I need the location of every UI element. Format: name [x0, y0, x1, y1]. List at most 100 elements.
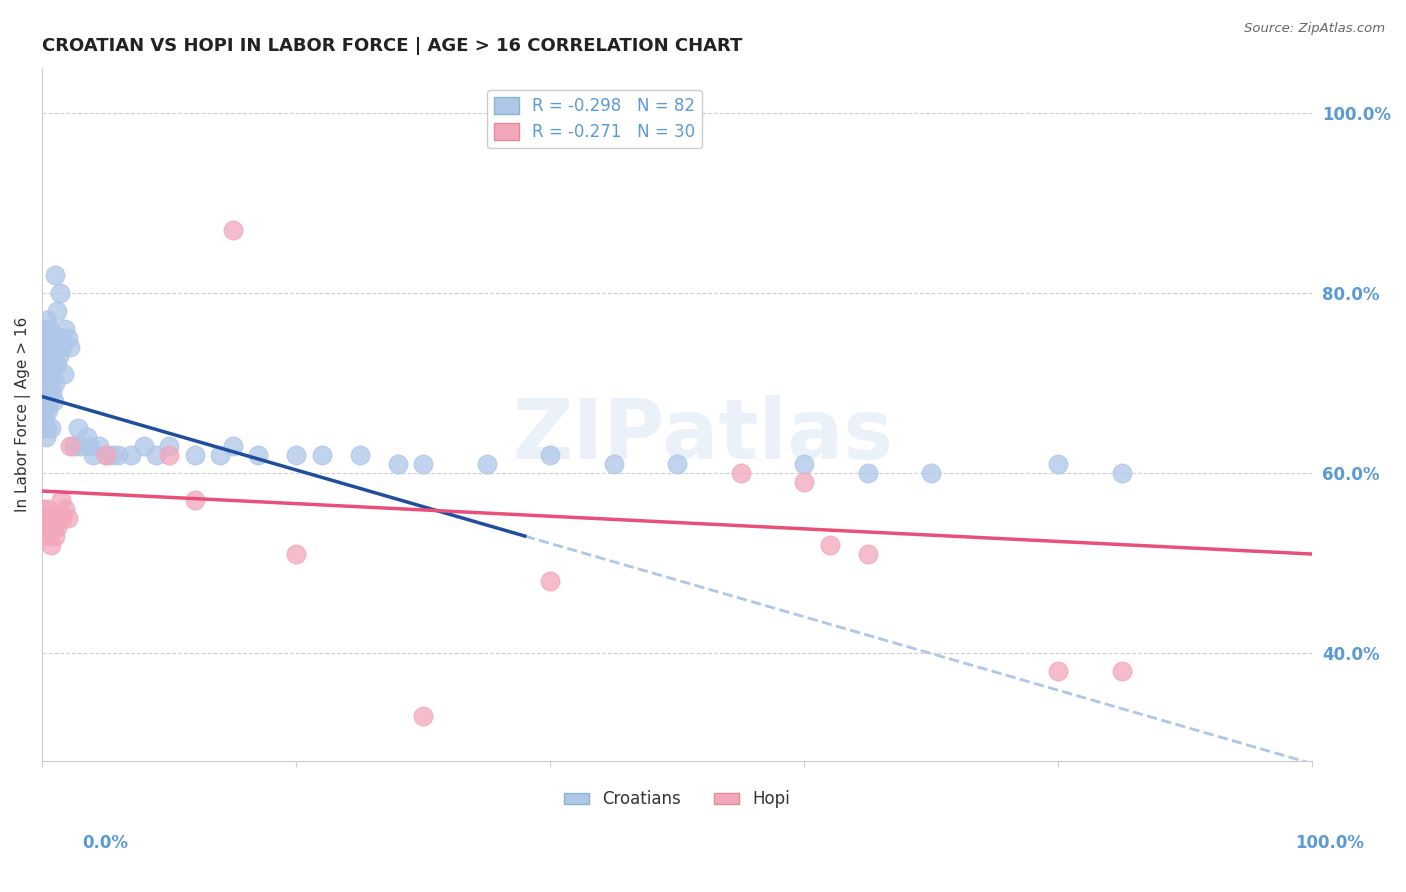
Point: [730, 466, 752, 480]
Point: [856, 547, 879, 561]
Point: [89, 439, 111, 453]
Point: [51, 340, 73, 354]
Point: [39, 367, 62, 381]
Point: [412, 709, 434, 723]
Point: [311, 448, 333, 462]
Point: [37, 529, 59, 543]
Point: [45, 511, 67, 525]
Point: [51, 331, 73, 345]
Point: [37, 502, 59, 516]
Point: [69, 439, 91, 453]
Point: [35, 430, 58, 444]
Point: [37, 358, 59, 372]
Point: [35, 394, 58, 409]
Point: [56, 331, 79, 345]
Point: [41, 384, 63, 399]
Point: [45, 331, 67, 345]
Point: [387, 457, 409, 471]
Point: [48, 349, 70, 363]
Point: [44, 376, 66, 390]
Point: [38, 349, 60, 363]
Point: [132, 439, 155, 453]
Point: [37, 340, 59, 354]
Point: [1047, 457, 1070, 471]
Point: [79, 439, 101, 453]
Point: [157, 439, 180, 453]
Point: [602, 457, 624, 471]
Point: [53, 502, 76, 516]
Point: [37, 421, 59, 435]
Point: [35, 358, 58, 372]
Point: [183, 493, 205, 508]
Point: [35, 376, 58, 390]
Point: [59, 439, 82, 453]
Point: [793, 457, 815, 471]
Point: [41, 511, 63, 525]
Text: 100.0%: 100.0%: [1295, 834, 1365, 852]
Point: [51, 493, 73, 508]
Point: [94, 448, 117, 462]
Point: [285, 547, 308, 561]
Point: [666, 457, 689, 471]
Point: [818, 538, 841, 552]
Point: [38, 520, 60, 534]
Point: [46, 358, 69, 372]
Point: [32, 358, 55, 372]
Point: [37, 403, 59, 417]
Legend: Croatians, Hopi: Croatians, Hopi: [557, 784, 797, 815]
Point: [44, 340, 66, 354]
Point: [285, 448, 308, 462]
Point: [46, 520, 69, 534]
Point: [32, 421, 55, 435]
Point: [56, 511, 79, 525]
Point: [120, 448, 142, 462]
Point: [37, 313, 59, 327]
Point: [1111, 466, 1133, 480]
Point: [221, 223, 243, 237]
Point: [1047, 664, 1070, 678]
Point: [34, 367, 56, 381]
Point: [38, 376, 60, 390]
Point: [52, 367, 75, 381]
Point: [41, 349, 63, 363]
Point: [34, 384, 56, 399]
Point: [63, 439, 86, 453]
Point: [208, 448, 231, 462]
Point: [35, 322, 58, 336]
Point: [42, 394, 65, 409]
Point: [37, 384, 59, 399]
Point: [44, 529, 66, 543]
Point: [157, 448, 180, 462]
Point: [66, 421, 89, 435]
Point: [42, 520, 65, 534]
Text: 0.0%: 0.0%: [83, 834, 128, 852]
Point: [32, 394, 55, 409]
Point: [82, 448, 104, 462]
Point: [37, 331, 59, 345]
Point: [145, 448, 167, 462]
Point: [221, 439, 243, 453]
Point: [412, 457, 434, 471]
Point: [101, 448, 124, 462]
Point: [35, 349, 58, 363]
Point: [32, 502, 55, 516]
Point: [42, 358, 65, 372]
Point: [32, 376, 55, 390]
Point: [39, 421, 62, 435]
Point: [1111, 664, 1133, 678]
Point: [856, 466, 879, 480]
Point: [44, 268, 66, 282]
Point: [793, 475, 815, 489]
Point: [107, 448, 129, 462]
Point: [183, 448, 205, 462]
Point: [920, 466, 942, 480]
Point: [51, 511, 73, 525]
Point: [34, 403, 56, 417]
Point: [39, 538, 62, 552]
Point: [39, 340, 62, 354]
Point: [34, 340, 56, 354]
Point: [34, 412, 56, 426]
Point: [94, 448, 117, 462]
Point: [49, 285, 72, 300]
Text: ZIPatlas: ZIPatlas: [512, 395, 893, 475]
